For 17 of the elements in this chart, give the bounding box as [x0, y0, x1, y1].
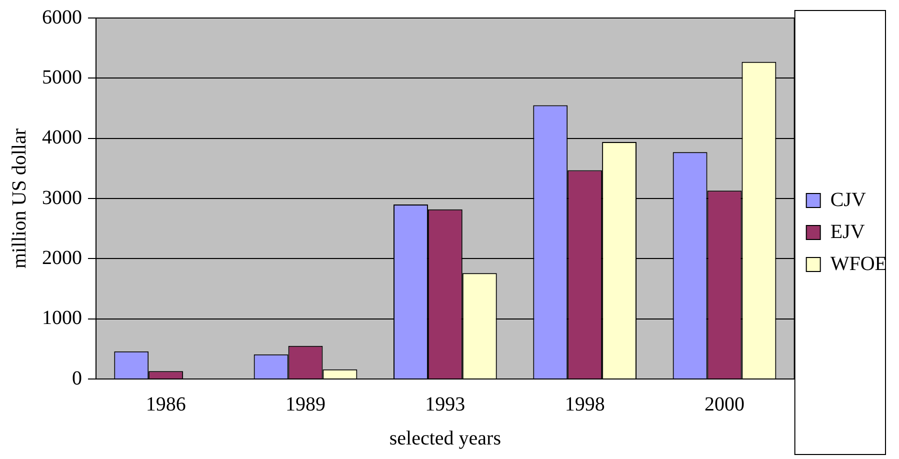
x-tick-label: 1989 — [286, 393, 326, 416]
legend-label: EJV — [830, 220, 866, 243]
x-tick-label: 1993 — [425, 393, 466, 416]
y-tick-label: 2000 — [42, 246, 82, 269]
legend-label: CJV — [830, 188, 866, 211]
x-tick-label: 1998 — [564, 393, 605, 416]
y-tick-label: 1000 — [42, 307, 82, 330]
y-tick-label: 5000 — [42, 66, 82, 88]
y-tick-label: 0 — [72, 367, 82, 390]
x-tick-label: 1986 — [146, 393, 186, 416]
legend-label: WFOE — [830, 252, 888, 275]
y-axis-title: million US dollar — [8, 128, 30, 268]
y-tick-label: 3000 — [42, 186, 82, 209]
y-tick-label: 4000 — [42, 126, 82, 149]
x-axis-title: selected years — [389, 427, 502, 450]
x-tick-label: 2000 — [704, 393, 745, 416]
y-tick-label: 6000 — [42, 6, 82, 28]
